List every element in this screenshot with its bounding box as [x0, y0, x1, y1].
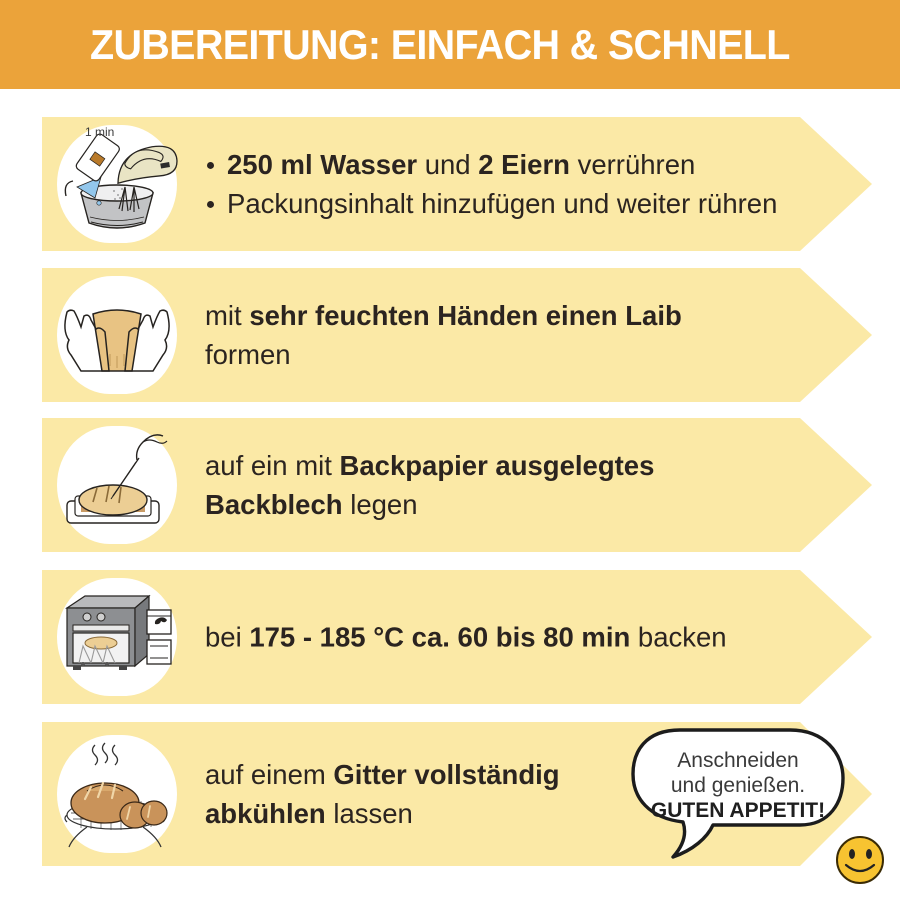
svg-text:1 min: 1 min	[85, 125, 114, 139]
svg-text:Anschneiden: Anschneiden	[677, 749, 798, 772]
svg-text:GUTEN APPETIT!: GUTEN APPETIT!	[651, 799, 825, 822]
svg-text:und genießen.: und genießen.	[671, 774, 805, 797]
